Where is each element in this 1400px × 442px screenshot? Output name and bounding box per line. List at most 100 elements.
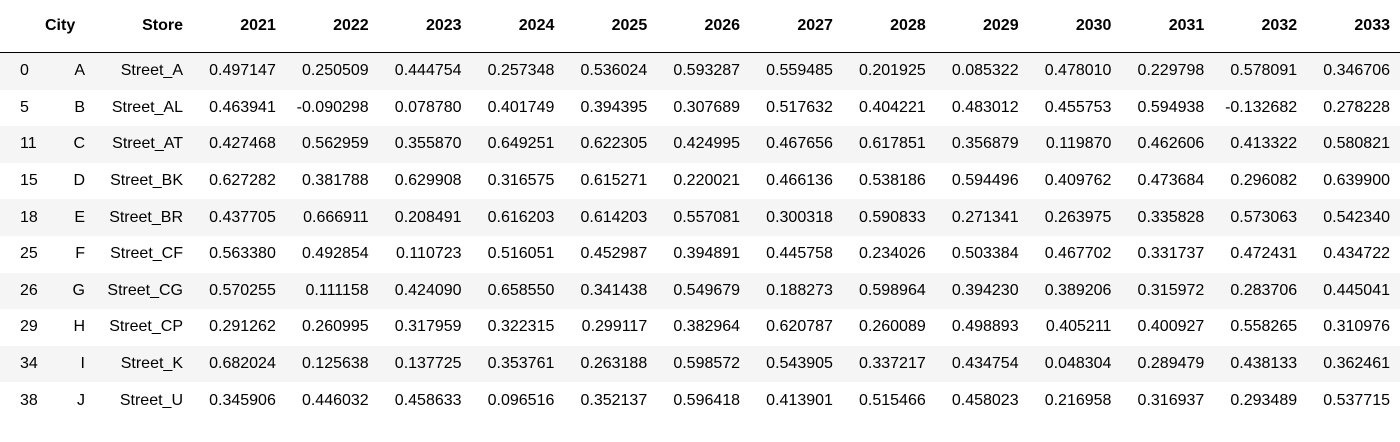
- value-cell: 0.263975: [1044, 208, 1112, 226]
- value-cell: 0.627282: [209, 172, 276, 190]
- value-cell: 0.405211: [1045, 318, 1112, 336]
- value-cell: 0.536024: [580, 62, 648, 80]
- city-cell: E: [74, 208, 85, 226]
- value-cell: 0.216958: [1044, 391, 1112, 409]
- value-cell: 0.229798: [1137, 62, 1205, 80]
- value-cell: 0.424090: [394, 281, 462, 299]
- value-cell: -0.132682: [1225, 98, 1298, 116]
- value-cell: 0.394230: [951, 281, 1019, 299]
- column-header: 2032: [1214, 0, 1308, 53]
- value-cell: 0.559485: [766, 62, 833, 80]
- row-index: 0: [20, 62, 29, 80]
- city-cell: I: [80, 355, 85, 373]
- value-cell: 0.250509: [301, 62, 369, 80]
- value-cell: 0.594496: [951, 172, 1019, 190]
- row-index: 29: [20, 318, 38, 336]
- city-cell: B: [74, 98, 85, 116]
- value-cell: 0.355870: [394, 135, 462, 153]
- value-cell: 0.316937: [1137, 391, 1205, 409]
- value-cell: 0.444754: [394, 62, 462, 80]
- value-cell: 0.462606: [1137, 135, 1205, 153]
- table-row: 5 B Street_AL 0.463941 -0.090298 0.078780 0.40…: [0, 90, 1400, 127]
- value-cell: 0.434754: [951, 355, 1019, 373]
- value-cell: 0.427468: [209, 135, 276, 153]
- value-cell: 0.466136: [766, 172, 833, 190]
- value-cell: 0.537715: [1323, 391, 1390, 409]
- value-cell: 0.201925: [859, 62, 926, 80]
- value-cell: 0.467656: [766, 135, 833, 153]
- value-cell: 0.220021: [673, 172, 741, 190]
- value-cell: 0.598964: [859, 281, 926, 299]
- table-row: 26 G Street_CG 0.570255 0.111158 0.424090 0.65…: [0, 272, 1400, 310]
- city-cell: A: [74, 62, 85, 80]
- value-cell: 0.649251: [487, 135, 555, 153]
- column-header: 2028: [842, 0, 936, 53]
- column-header: 2025: [564, 0, 658, 53]
- value-cell: 0.125638: [301, 355, 369, 373]
- value-cell: 0.445041: [1323, 281, 1390, 299]
- value-cell: 0.389206: [1044, 281, 1112, 299]
- column-header: 2030: [1028, 0, 1122, 53]
- value-cell: 0.291262: [209, 318, 276, 336]
- value-cell: 0.346706: [1323, 62, 1390, 80]
- value-cell: 0.394395: [580, 98, 648, 116]
- city-cell: F: [75, 245, 85, 263]
- row-index: 26: [20, 281, 38, 299]
- value-cell: 0.424995: [673, 135, 741, 153]
- table-row: 38 J Street_U 0.345906 0.446032 0.458633 0.096…: [0, 382, 1400, 419]
- value-cell: 0.345906: [209, 391, 276, 409]
- column-header: Store: [85, 0, 193, 53]
- value-cell: 0.639900: [1323, 172, 1390, 190]
- row-index: 25: [20, 245, 38, 263]
- value-cell: 0.590833: [859, 208, 926, 226]
- value-cell: 0.096516: [487, 391, 555, 409]
- city-cell: C: [73, 135, 85, 153]
- value-cell: 0.614203: [580, 208, 648, 226]
- row-index: 34: [20, 355, 38, 373]
- value-cell: 0.472431: [1230, 245, 1298, 263]
- value-cell: 0.263188: [580, 355, 648, 373]
- column-header: 2029: [935, 0, 1029, 53]
- city-cell: D: [73, 172, 85, 190]
- row-index: 5: [20, 98, 29, 116]
- value-cell: 0.478010: [1044, 62, 1112, 80]
- store-cell: Street_AL: [111, 98, 183, 116]
- value-cell: 0.110723: [395, 245, 462, 263]
- value-cell: 0.593287: [673, 62, 741, 80]
- row-index: 38: [20, 391, 38, 409]
- value-cell: 0.458633: [394, 391, 462, 409]
- store-cell: Street_BR: [109, 208, 183, 226]
- value-cell: 0.362461: [1323, 355, 1390, 373]
- value-cell: 0.549679: [673, 281, 741, 299]
- value-cell: 0.573063: [1230, 208, 1298, 226]
- column-header: City: [45, 0, 85, 53]
- value-cell: 0.271341: [951, 208, 1019, 226]
- value-cell: 0.498893: [951, 318, 1019, 336]
- value-cell: 0.317959: [394, 318, 462, 336]
- dataframe-table: City Store 2021 2022 2023 2024 2025 2026 2027 202…: [0, 0, 1400, 419]
- value-cell: 0.315972: [1137, 281, 1205, 299]
- value-cell: 0.463941: [209, 98, 276, 116]
- value-cell: 0.293489: [1230, 391, 1298, 409]
- value-cell: 0.404221: [859, 98, 926, 116]
- value-cell: 0.570255: [209, 281, 276, 299]
- value-cell: 0.188273: [766, 281, 833, 299]
- value-cell: 0.438133: [1230, 355, 1298, 373]
- city-cell: J: [77, 391, 85, 409]
- value-cell: 0.503384: [951, 245, 1019, 263]
- value-cell: 0.467702: [1044, 245, 1112, 263]
- row-index: 15: [20, 172, 38, 190]
- value-cell: 0.483012: [951, 98, 1019, 116]
- value-cell: 0.617851: [859, 135, 926, 153]
- value-cell: 0.337217: [859, 355, 926, 373]
- value-cell: 0.335828: [1137, 208, 1205, 226]
- value-cell: 0.208491: [394, 208, 462, 226]
- table-row: 18 E Street_BR 0.437705 0.666911 0.208491 0.61…: [0, 199, 1400, 236]
- store-cell: Street_CP: [109, 318, 183, 336]
- value-cell: 0.048304: [1044, 355, 1112, 373]
- value-cell: 0.557081: [673, 208, 741, 226]
- value-cell: 0.119870: [1045, 135, 1112, 153]
- value-cell: 0.616203: [487, 208, 555, 226]
- value-cell: 0.446032: [301, 391, 369, 409]
- value-cell: 0.458023: [951, 391, 1019, 409]
